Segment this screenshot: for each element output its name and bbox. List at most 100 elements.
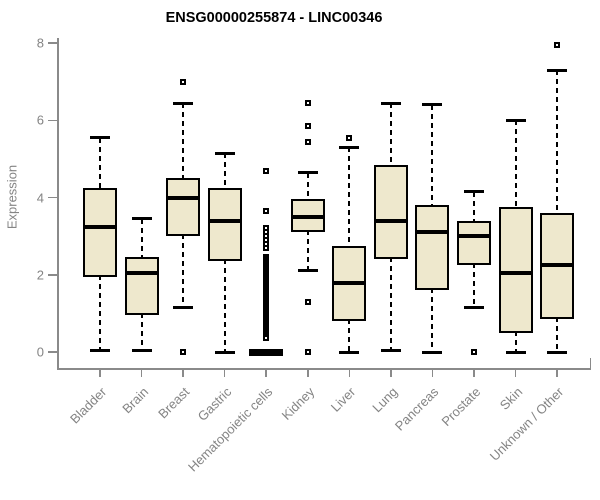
whisker-lower-kidney (306, 230, 309, 271)
outlier-liver (346, 134, 353, 141)
median-bladder (83, 224, 117, 229)
whisker-cap-bottom-breast (173, 306, 194, 310)
median-kidney (290, 214, 325, 219)
outlier-breast (180, 78, 187, 85)
y-tick-label-0: 0 (36, 344, 44, 360)
whisker-cap-bottom-gastric (214, 350, 235, 354)
whisker-upper-kidney (306, 172, 309, 202)
median-breast (166, 195, 201, 200)
whisker-cap-top-skin (505, 118, 526, 122)
box-breast (166, 178, 201, 237)
median-prostate (456, 234, 491, 239)
whisker-lower-liver (348, 319, 351, 352)
y-axis-line (57, 38, 59, 369)
outlier-kidney (304, 298, 311, 305)
x-tick-label-gastric: Gastric (194, 384, 234, 424)
chart-title: ENSG00000255874 - LINC00346 (165, 10, 383, 26)
whisker-cap-bottom-lung (380, 348, 401, 352)
whisker-upper-unknown-other (556, 70, 559, 215)
box-collapsed-hematopoietic-cells (249, 348, 284, 356)
whisker-upper-skin (514, 120, 517, 210)
whisker-lower-brain (140, 313, 143, 351)
median-unknown-other (540, 263, 575, 268)
whisker-upper-bladder (99, 137, 101, 190)
outlier-hematopoietic-cells (263, 335, 270, 342)
whisker-lower-bladder (99, 274, 101, 351)
box-brain (124, 257, 159, 316)
whisker-cap-top-gastric (214, 151, 235, 155)
whisker-cap-top-bladder (90, 136, 110, 140)
outlier-kidney (304, 123, 311, 130)
median-lung (373, 218, 408, 223)
y-tick-2 (48, 274, 58, 276)
box-skin (498, 207, 533, 333)
whisker-cap-top-lung (380, 101, 401, 105)
whisker-cap-bottom-unknown-other (547, 350, 568, 354)
whisker-lower-lung (389, 257, 392, 351)
whisker-upper-lung (389, 103, 392, 167)
whisker-cap-top-pancreas (422, 103, 443, 107)
x-tick-label-bladder: Bladder (67, 384, 110, 427)
box-lung (373, 164, 408, 260)
outlier-kidney (304, 138, 311, 145)
x-tick-lung (390, 368, 392, 377)
box-pancreas (415, 205, 450, 291)
outlier-prostate (470, 349, 477, 355)
outlier-unknown-other (554, 42, 561, 49)
whisker-lower-breast (182, 234, 185, 308)
x-tick-bladder (99, 368, 101, 377)
outlier-hematopoietic-cells (263, 208, 270, 215)
whisker-cap-bottom-skin (505, 350, 526, 354)
whisker-cap-bottom-pancreas (422, 350, 443, 354)
x-tick-label-lung: Lung (369, 384, 401, 416)
x-tick-label-brain: Brain (118, 384, 151, 417)
x-tick-pancreas (431, 368, 434, 377)
x-tick-hematopoietic-cells (265, 368, 267, 377)
outlier-kidney (304, 100, 311, 107)
x-tick-liver (348, 368, 351, 377)
x-tick-skin (514, 368, 517, 377)
whisker-cap-top-prostate (463, 190, 484, 194)
whisker-cap-bottom-brain (131, 348, 152, 352)
outlier-hematopoietic-cells (263, 244, 270, 251)
whisker-upper-gastric (223, 153, 226, 190)
whisker-upper-pancreas (431, 104, 434, 208)
x-tick-label-liver: Liver (328, 384, 359, 415)
x-tick-label-prostate: Prostate (438, 384, 484, 430)
y-tick-6 (48, 119, 58, 122)
median-gastric (207, 218, 242, 223)
median-brain (124, 270, 159, 275)
x-tick-kidney (307, 368, 309, 377)
x-tick-prostate (473, 368, 475, 377)
whisker-lower-pancreas (431, 288, 434, 352)
outlier-kidney (304, 349, 311, 355)
whisker-lower-skin (514, 330, 517, 352)
whisker-lower-unknown-other (556, 317, 559, 352)
median-liver (332, 280, 367, 285)
median-pancreas (415, 230, 450, 235)
outlier-hematopoietic-cells (263, 167, 270, 174)
whisker-cap-top-kidney (297, 171, 318, 174)
whisker-cap-top-breast (173, 101, 194, 105)
x-tick-label-skin: Skin (496, 384, 525, 413)
whisker-cap-bottom-prostate (463, 306, 484, 310)
y-tick-label-2: 2 (36, 267, 44, 283)
whisker-upper-prostate (472, 191, 475, 223)
y-tick-4 (48, 196, 58, 199)
y-tick-label-4: 4 (36, 190, 44, 206)
x-tick-brain (140, 368, 143, 377)
x-tick-label-pancreas: Pancreas (392, 384, 442, 434)
y-tick-label-8: 8 (36, 35, 44, 51)
x-axis-right-cap (589, 358, 591, 369)
whisker-lower-gastric (223, 259, 226, 352)
y-tick-8 (48, 42, 58, 44)
whisker-cap-bottom-bladder (90, 348, 110, 352)
outlier-breast (180, 349, 187, 355)
whisker-cap-bottom-kidney (297, 269, 318, 273)
x-tick-label-unknown-other: Unknown / Other (486, 384, 567, 464)
whisker-lower-prostate (472, 263, 475, 308)
x-tick-unknown-other (556, 368, 558, 377)
x-tick-label-kidney: Kidney (278, 384, 318, 423)
whisker-cap-top-unknown-other (547, 68, 568, 72)
median-skin (498, 270, 533, 275)
